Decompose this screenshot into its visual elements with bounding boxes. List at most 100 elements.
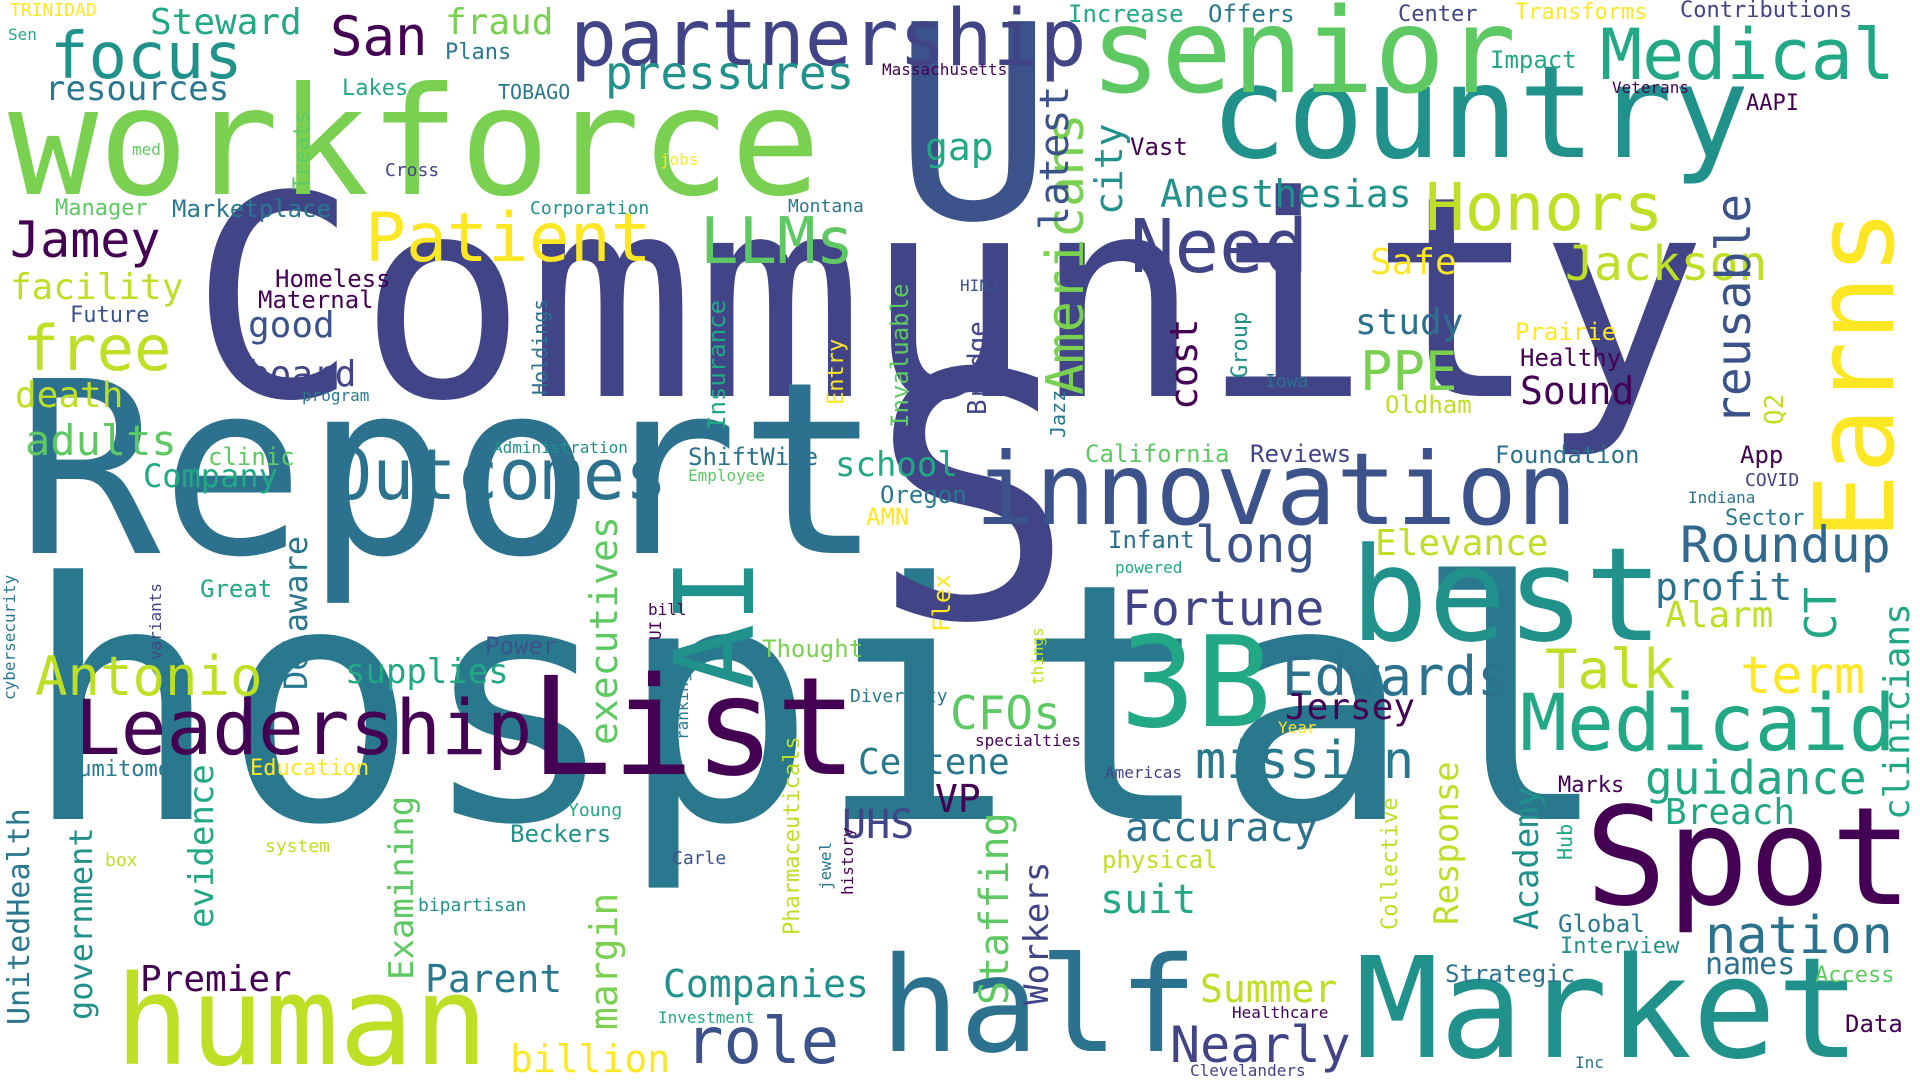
- word-uhs: UHS: [842, 802, 915, 848]
- word-s: S: [870, 302, 1075, 698]
- word-patient: Patient: [365, 199, 652, 278]
- word-academy: Academy: [1507, 786, 1547, 930]
- word-trinidad: TRINIDAD: [10, 0, 97, 21]
- word-supplies: supplies: [345, 652, 509, 692]
- word-sector: Sector: [1725, 506, 1805, 531]
- word-medicaid: Medicaid: [1520, 679, 1896, 769]
- word-country: country: [1210, 39, 1750, 188]
- word-resources: resources: [45, 69, 230, 109]
- word-san: San: [330, 5, 428, 68]
- word-spot: Spot: [1585, 779, 1913, 937]
- word-edwards: Edwards: [1282, 645, 1510, 708]
- word-oregon: Oregon: [880, 481, 967, 509]
- word-guidance: guidance: [1645, 751, 1867, 805]
- word-entry: Entry: [824, 338, 849, 405]
- word-premier: Premier: [140, 959, 292, 1000]
- word-steward: Steward: [150, 2, 302, 43]
- word-iowa: Iowa: [1265, 371, 1309, 392]
- word-role: role: [685, 1005, 840, 1079]
- word-report: Report: [16, 330, 883, 610]
- word-sumitomo: Sumitomo: [65, 757, 171, 782]
- word-margin: margin: [582, 892, 626, 1030]
- word-accuracy: accuracy: [1125, 805, 1318, 851]
- word-bill: bill: [648, 600, 687, 619]
- word-nation: nation: [1705, 906, 1893, 966]
- word-inc: Inc: [1575, 1053, 1604, 1072]
- word-collective: Collective: [1378, 797, 1403, 930]
- word-hinj: HINJ: [960, 276, 999, 295]
- word-holdings: Holdings: [528, 298, 552, 395]
- word-ppe: PPE: [1360, 340, 1458, 403]
- word-city: city: [1087, 123, 1131, 215]
- word-cross: Cross: [385, 160, 440, 181]
- word-suit: suit: [1100, 877, 1197, 923]
- word-infant: Infant: [1108, 526, 1195, 554]
- word-cybersecurity: cybersecurity: [0, 574, 19, 700]
- word-maternal: Maternal: [258, 286, 374, 314]
- word-impact: Impact: [1490, 46, 1577, 74]
- word-treats: Treats: [290, 110, 315, 190]
- word-physical: physical: [1102, 846, 1218, 874]
- word-thought: Thought: [762, 635, 864, 663]
- word-focus: focus: [50, 20, 243, 94]
- word-bipartisan: bipartisan: [418, 895, 527, 916]
- word-companies: Companies: [663, 962, 869, 1006]
- word-staffing: Staffing: [972, 812, 1018, 1005]
- word-center: Center: [1398, 2, 1478, 27]
- word-americas: Americas: [1105, 763, 1183, 782]
- word-free: free: [22, 312, 172, 385]
- word-future: Future: [70, 303, 150, 328]
- word-elevance: Elevance: [1375, 523, 1549, 564]
- word-innovation: innovation: [975, 431, 1578, 548]
- word-vast: Vast: [1130, 133, 1188, 161]
- word-alarm: Alarm: [1665, 595, 1774, 636]
- word-indiana: Indiana: [1688, 488, 1756, 507]
- word-outcomes: Outcomes: [330, 434, 668, 516]
- word-school: school: [835, 445, 958, 485]
- word-good: good: [248, 305, 335, 346]
- word-corporation: Corporation: [530, 198, 650, 219]
- word-hospital: hospital: [22, 513, 1612, 897]
- word-tobago: TOBAGO: [498, 80, 571, 104]
- word-facility: facility: [10, 267, 184, 308]
- word-diversity: Diversity: [850, 686, 948, 707]
- word-death: death: [15, 375, 124, 416]
- word-market: Market: [1355, 928, 1861, 1080]
- word-plans: Plans: [445, 40, 512, 65]
- word-contributions: Contributions: [1680, 0, 1853, 23]
- word-board: board: [248, 354, 357, 395]
- word-oldham: Oldham: [1385, 391, 1472, 419]
- word-flex: Flex: [928, 574, 956, 632]
- word-community: Community: [190, 137, 1708, 463]
- word-adults: adults: [25, 416, 177, 465]
- word-safe: Safe: [1370, 242, 1457, 283]
- word-young: Young: [568, 800, 623, 821]
- word-ct: CT: [1796, 587, 1847, 640]
- word-talk: Talk: [1545, 638, 1676, 701]
- word-latest: latest: [1032, 85, 1078, 231]
- word-honors: Honors: [1425, 169, 1664, 246]
- word-interview: Interview: [1560, 934, 1680, 959]
- word-clinicians: clinicians: [1877, 603, 1918, 820]
- word-response: Response: [1427, 761, 1467, 925]
- word-homeless: Homeless: [275, 265, 391, 293]
- word-billion: billion: [510, 1037, 671, 1080]
- word-llms: LLMs: [700, 205, 855, 279]
- word-app: App: [1740, 441, 1784, 469]
- word-roundup: Roundup: [1680, 516, 1891, 574]
- word-ui: UI: [646, 620, 665, 640]
- word-employee: Employee: [688, 466, 766, 485]
- word-history: history: [838, 827, 857, 895]
- word-montana: Montana: [788, 196, 864, 217]
- word-antonio: Antonio: [35, 645, 263, 708]
- word-amn: AMN: [866, 503, 910, 531]
- word-bridge: Bridge: [963, 321, 993, 415]
- word-global: Global: [1558, 910, 1645, 938]
- word-cfos: CFOs: [950, 686, 1061, 740]
- word-delaware: Delaware: [277, 535, 315, 690]
- word-marks: Marks: [1558, 773, 1625, 798]
- word-veterans: Veterans: [1612, 78, 1690, 97]
- word-transforms: Transforms: [1515, 0, 1648, 25]
- word-vp: VP: [935, 777, 981, 821]
